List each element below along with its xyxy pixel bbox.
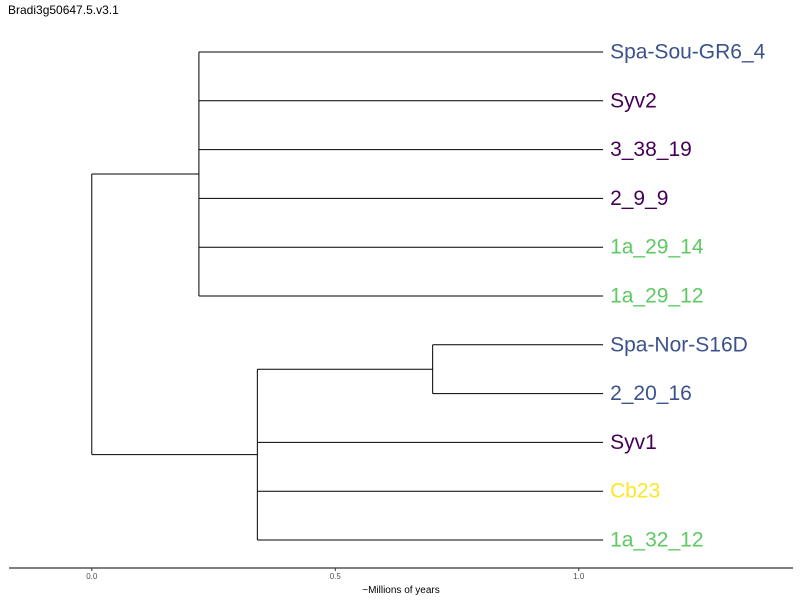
leaf-label: Syv1 <box>610 431 657 454</box>
tree-branches <box>91 51 604 541</box>
x-axis: 0.0 0.5 1.0 ~Millions of years <box>9 567 793 596</box>
leaf-label: 2_9_9 <box>610 187 668 210</box>
leaf-label: Spa-Nor-S16D <box>610 333 748 356</box>
leaf-label: Spa-Sou-GR6_4 <box>610 41 766 64</box>
x-tick-label: 1.0 <box>573 572 585 581</box>
leaf-label: 2_20_16 <box>610 382 692 405</box>
leaf-label: Cb23 <box>610 480 660 503</box>
leaf-label: 1a_29_12 <box>610 285 703 308</box>
x-axis-ticks: 0.0 0.5 1.0 <box>86 568 585 581</box>
x-tick-label: 0.5 <box>330 572 342 581</box>
leaf-label: 1a_29_14 <box>610 236 704 259</box>
chart-title: Bradi3g50647.5.v3.1 <box>8 3 119 17</box>
leaf-label: Syv2 <box>610 89 657 112</box>
x-tick-label: 0.0 <box>86 572 98 581</box>
x-axis-title: ~Millions of years <box>362 585 440 596</box>
leaf-label: 3_38_19 <box>610 138 692 161</box>
leaf-labels: Spa-Sou-GR6_4 Syv2 3_38_19 2_9_9 1a_29_14 1a_… <box>610 41 766 552</box>
leaf-label: 1a_32_12 <box>610 529 703 552</box>
